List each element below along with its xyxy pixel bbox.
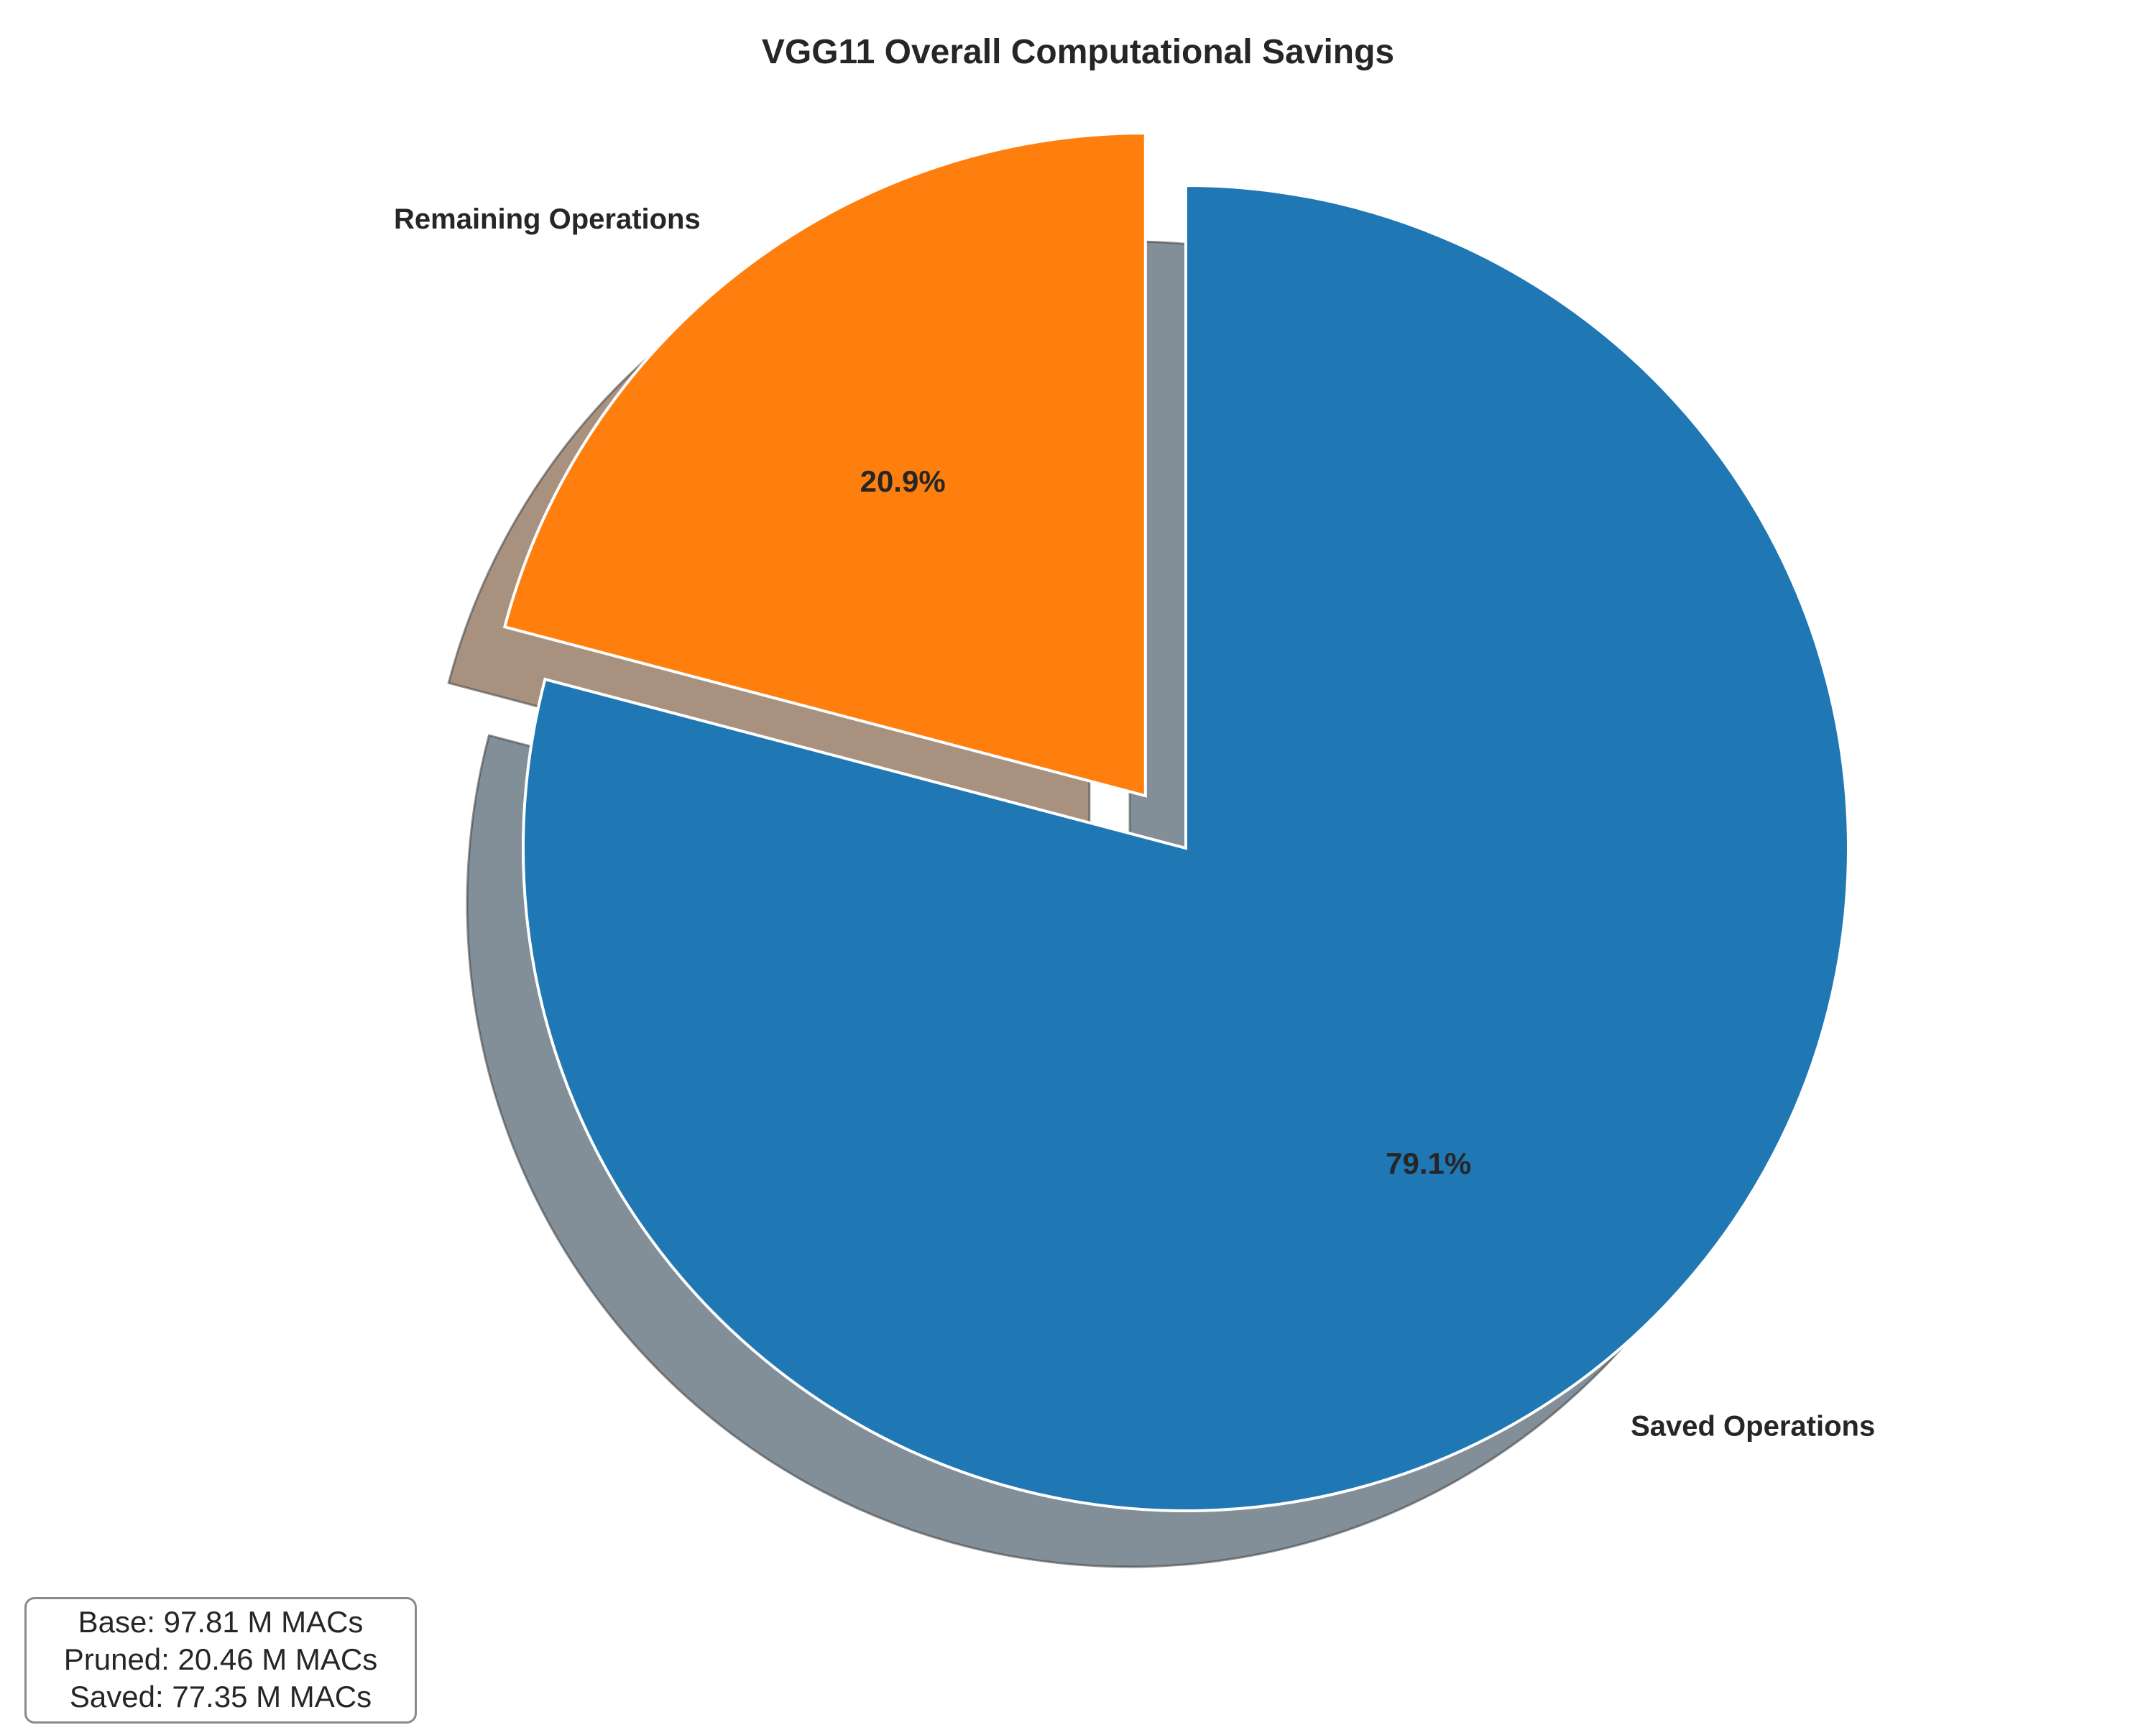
pie-labels: 79.1% Saved Operations 20.9% Remaining Oper… <box>394 203 1875 1443</box>
pie-slices <box>502 132 1850 1512</box>
slice-saved-operations <box>522 183 1850 1512</box>
pct-label-saved-operations: 79.1% <box>1386 1146 1471 1180</box>
slice-remaining-operations <box>502 132 1147 798</box>
info-saved: Saved: 77.35 M MACs <box>69 1680 372 1714</box>
pct-label-remaining-operations: 20.9% <box>860 464 946 498</box>
info-base: Base: 97.81 M MACs <box>78 1605 364 1639</box>
info-box: Base: 97.81 M MACs Pruned: 20.46 M MACs … <box>24 1597 417 1724</box>
slice-label-saved-operations: Saved Operations <box>1631 1410 1875 1442</box>
chart-title: VGG11 Overall Computational Savings <box>762 33 1394 71</box>
info-pruned: Pruned: 20.46 M MACs <box>63 1642 378 1676</box>
slice-label-remaining-operations: Remaining Operations <box>394 203 701 235</box>
